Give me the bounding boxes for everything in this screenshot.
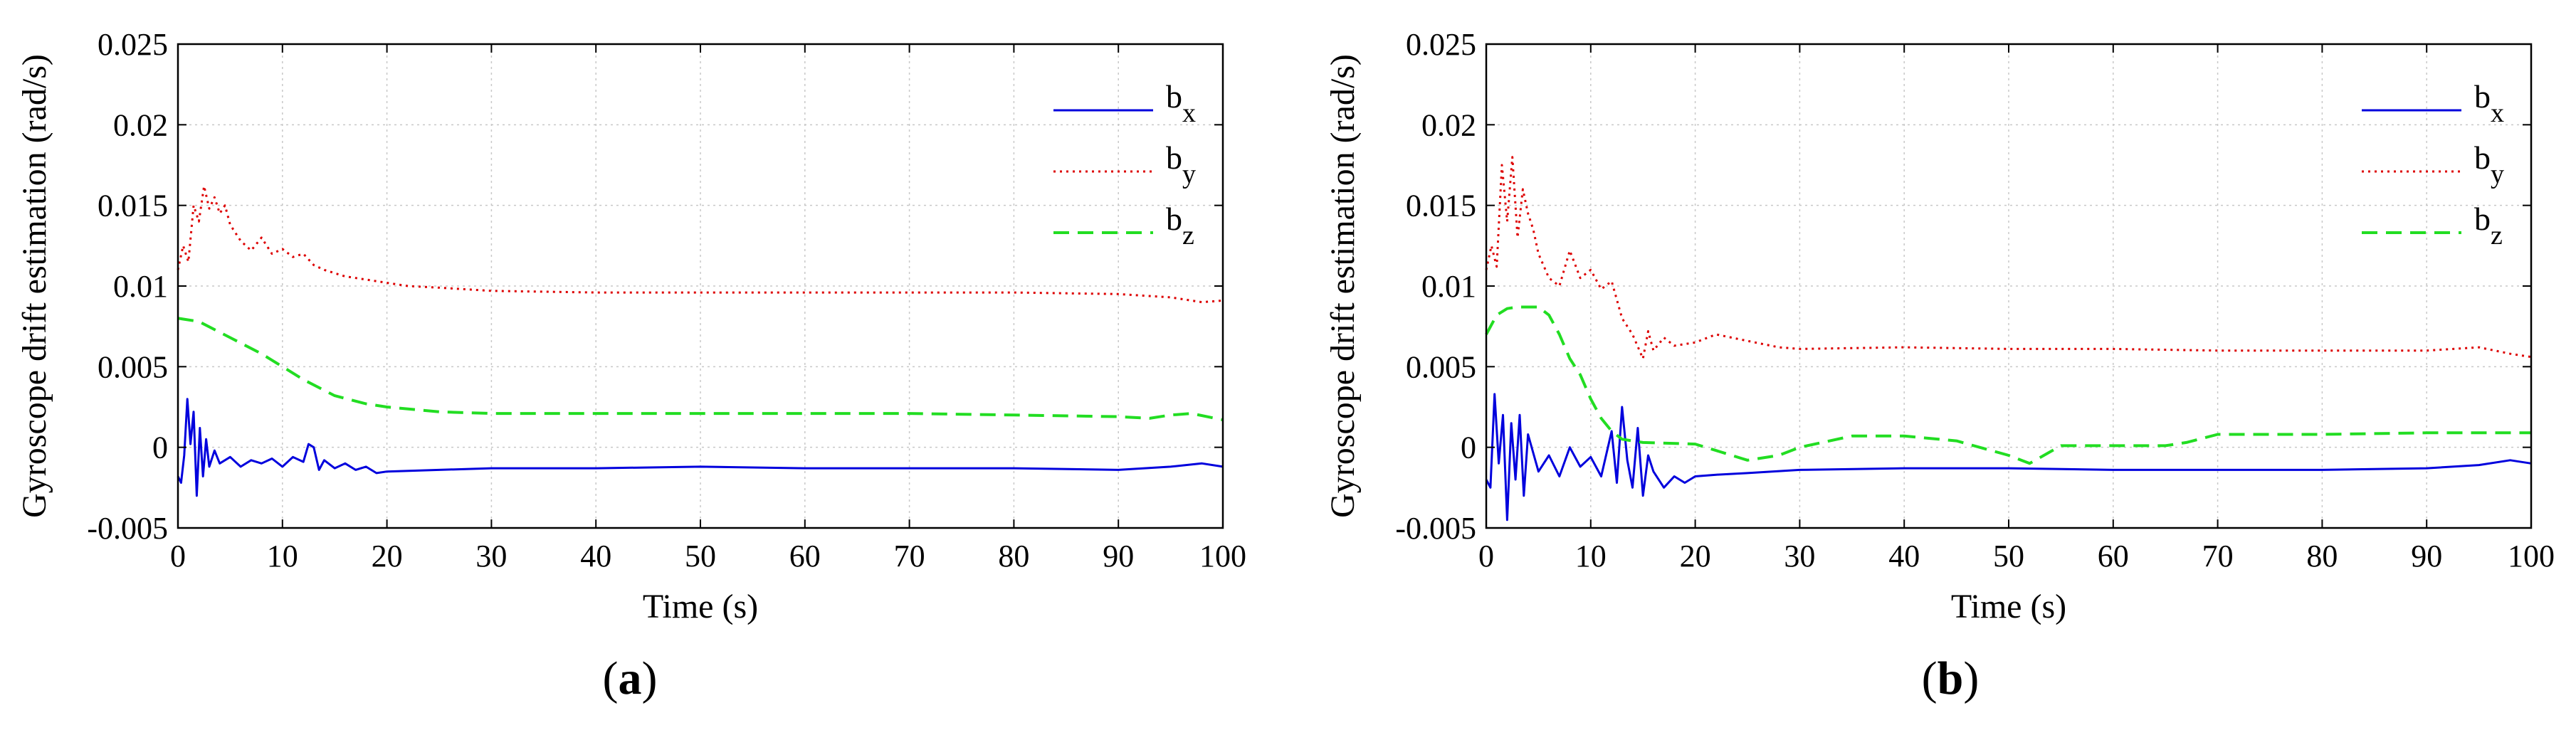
series-line-a-by [177,185,1224,304]
x-tick-label-a-20: 20 [372,539,403,573]
x-ticks-b: 0 10 20 30 40 50 60 70 80 90 100 [1478,44,2555,573]
legend-a: bx by bz [1053,78,1196,250]
x-tick-label-b-40: 40 [1888,539,1920,573]
x-tick-label-b-0: 0 [1478,539,1494,573]
series-line-b-by [1485,156,2532,360]
x-tick-label-b-50: 50 [1993,539,2024,573]
x-tick-label-a-30: 30 [475,539,507,573]
gridlines-a [178,44,1223,528]
x-tick-label-a-40: 40 [580,539,611,573]
series-line-a-bx [177,398,1224,497]
chart-panel-a: 0 10 20 30 40 50 60 70 80 90 100 -0.00500.0050.010… [16,27,1246,704]
y-tick-label-a-0.005: 0.005 [98,349,168,384]
x-axis-label-a: Time (s) [643,588,758,625]
x-axis-label-b: Time (s) [1951,588,2066,625]
y-tick-label-a-0.01: 0.01 [113,269,168,304]
legend-label-a-bz: bz [1166,201,1194,250]
y-tick-label-a-0.02: 0.02 [113,107,168,142]
y-tick-label-b-0.01: 0.01 [1421,269,1476,304]
x-tick-label-a-90: 90 [1103,539,1134,573]
series-line-a-bz [177,317,1224,422]
legend-label-b-bx: bx [2474,78,2504,128]
x-tick-label-b-60: 60 [2098,539,2129,573]
x-tick-label-b-10: 10 [1575,539,1607,573]
x-tick-label-b-90: 90 [2411,539,2442,573]
x-tick-label-b-100: 100 [2508,539,2555,573]
x-tick-label-b-80: 80 [2306,539,2338,573]
y-tick-label-b-0.015: 0.015 [1406,189,1476,223]
x-tick-label-b-30: 30 [1784,539,1815,573]
chart-panel-b: 0 10 20 30 40 50 60 70 80 90 100 -0.00500.0050.010… [1324,27,2555,704]
x-tick-label-a-60: 60 [789,539,821,573]
x-tick-label-a-100: 100 [1199,539,1246,573]
gridlines-b [1486,44,2531,528]
x-tick-label-a-10: 10 [267,539,298,573]
y-tick-label-a-0.015: 0.015 [98,189,168,223]
x-tick-label-a-50: 50 [685,539,716,573]
panel-label-a: (a) [603,652,658,704]
legend-label-b-by: by [2474,139,2504,189]
y-tick-label-a-0: 0 [152,430,168,465]
y-tick-label-a--0.005: -0.005 [87,511,168,546]
x-tick-label-b-20: 20 [1680,539,1711,573]
x-tick-label-a-80: 80 [998,539,1029,573]
y-tick-label-b-0.025: 0.025 [1406,27,1476,62]
x-ticks-a: 0 10 20 30 40 50 60 70 80 90 100 [170,44,1246,573]
y-ticks-a: -0.005 0 0.005 0.01 0.015 0.02 0.025 [87,27,1223,546]
panel-label-b: (b) [1922,652,1980,704]
y-tick-label-a-0.025: 0.025 [98,27,168,62]
legend-label-b-bz: bz [2474,201,2503,250]
y-tick-label-b-0: 0 [1461,430,1476,465]
y-tick-label-b--0.005: -0.005 [1395,511,1476,546]
y-ticks-b: -0.005 0 0.005 0.01 0.015 0.02 0.025 [1395,27,2531,546]
series-line-b-bz [1485,305,2531,465]
legend-b: bx by bz [2362,78,2504,250]
series-lines-a [177,185,1224,497]
y-axis-label-a: Gyroscope drift estimation (rad/s) [16,54,53,518]
y-tick-label-b-0.02: 0.02 [1421,107,1476,142]
y-axis-label-b: Gyroscope drift estimation (rad/s) [1324,54,1362,518]
series-lines-b [1485,156,2532,522]
y-tick-label-b-0.005: 0.005 [1406,349,1476,384]
series-line-b-bx [1485,393,2532,522]
legend-label-a-by: by [1166,139,1196,189]
legend-label-a-bx: bx [1166,78,1196,128]
x-tick-label-a-70: 70 [894,539,925,573]
x-tick-label-a-0: 0 [170,539,186,573]
x-tick-label-b-70: 70 [2202,539,2234,573]
